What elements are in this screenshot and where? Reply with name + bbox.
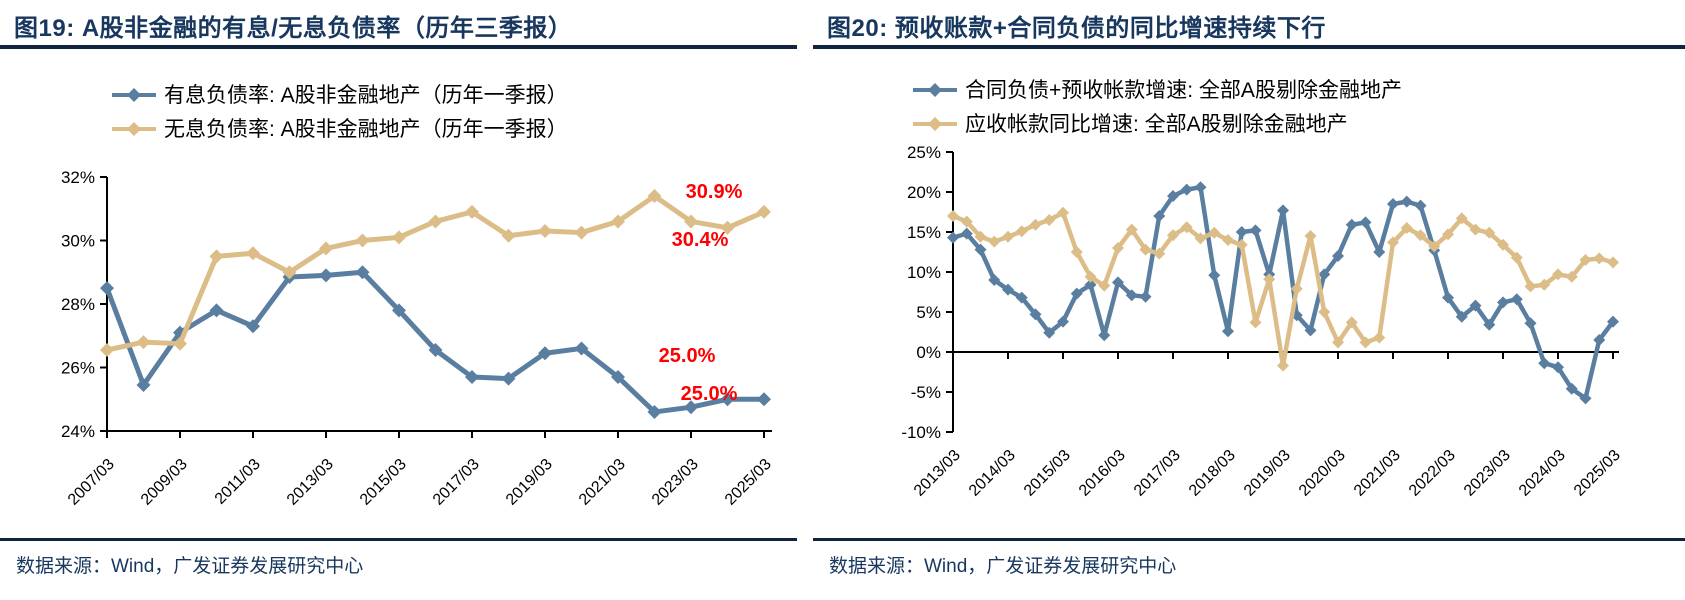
svg-text:26%: 26% — [61, 359, 95, 378]
svg-text:2018/03: 2018/03 — [1186, 447, 1239, 500]
svg-text:2021/03: 2021/03 — [576, 456, 629, 509]
fig19-data-source: 数据来源：Wind，广发证券发展研究中心 — [16, 556, 364, 577]
svg-text:2019/03: 2019/03 — [1241, 447, 1294, 500]
svg-text:5%: 5% — [916, 303, 941, 322]
panel-fig19: 图19: A股非金融的有息/无息负债率（历年三季报） 32% 30% 28% 26% 2… — [0, 0, 797, 600]
svg-text:30.9%: 30.9% — [686, 181, 743, 203]
svg-text:30.4%: 30.4% — [672, 229, 729, 251]
svg-text:0%: 0% — [916, 343, 941, 362]
fig20-growth-line-chart: 25%20%15%10%5%0%-5%-10%2013/03 2014/03 201… — [901, 79, 1624, 500]
svg-text:2017/03: 2017/03 — [430, 456, 483, 509]
svg-text:2013/03: 2013/03 — [284, 456, 337, 509]
svg-text:无息负债率: A股非金融地产（历年一季报）: 无息负债率: A股非金融地产（历年一季报） — [164, 118, 568, 141]
svg-text:15%: 15% — [907, 223, 941, 242]
svg-text:2015/03: 2015/03 — [1021, 447, 1074, 500]
svg-text:10%: 10% — [907, 263, 941, 282]
svg-text:2023/03: 2023/03 — [1461, 447, 1514, 500]
svg-text:24%: 24% — [61, 422, 95, 441]
fig20-bottom-divider — [813, 538, 1685, 541]
svg-text:25.0%: 25.0% — [659, 345, 716, 367]
svg-text:2022/03: 2022/03 — [1406, 447, 1459, 500]
svg-text:2014/03: 2014/03 — [966, 447, 1019, 500]
svg-text:2016/03: 2016/03 — [1076, 447, 1129, 500]
svg-text:25%: 25% — [907, 143, 941, 162]
svg-text:-5%: -5% — [911, 383, 941, 402]
svg-text:2017/03: 2017/03 — [1131, 447, 1184, 500]
svg-text:2025/03: 2025/03 — [1571, 447, 1624, 500]
svg-text:28%: 28% — [61, 295, 95, 314]
svg-text:2019/03: 2019/03 — [503, 456, 556, 509]
svg-text:应收帐款同比增速: 全部A股剔除金融地产: 应收帐款同比增速: 全部A股剔除金融地产 — [965, 113, 1348, 136]
svg-text:-10%: -10% — [901, 423, 941, 442]
svg-text:2025/03: 2025/03 — [722, 456, 775, 509]
svg-text:2023/03: 2023/03 — [649, 456, 702, 509]
svg-text:20%: 20% — [907, 183, 941, 202]
fig19-title: 图19: A股非金融的有息/无息负债率（历年三季报） — [14, 15, 573, 42]
panel-fig20: 图20: 预收账款+合同负债的同比增速持续下行 25% 20% 15% 10% 5% 0%… — [813, 0, 1685, 600]
svg-text:2021/03: 2021/03 — [1351, 447, 1404, 500]
fig19-bottom-divider — [0, 538, 797, 541]
svg-text:有息负债率: A股非金融地产（历年一季报）: 有息负债率: A股非金融地产（历年一季报） — [164, 84, 568, 107]
svg-text:2011/03: 2011/03 — [212, 456, 264, 508]
svg-text:25.0%: 25.0% — [681, 383, 738, 405]
svg-text:32%: 32% — [61, 168, 95, 187]
svg-text:30%: 30% — [61, 232, 95, 251]
svg-text:2020/03: 2020/03 — [1296, 447, 1349, 500]
fig20-title-divider — [813, 45, 1685, 49]
fig19-title-divider — [0, 45, 797, 49]
svg-text:2013/03: 2013/03 — [911, 447, 964, 500]
svg-text:2024/03: 2024/03 — [1516, 447, 1569, 500]
svg-text:2009/03: 2009/03 — [138, 456, 191, 509]
fig19-debt-ratio-line-chart: 32% 30% 28% 26% 24% 2007/03 2009/03 2011/03 2013… — [61, 84, 775, 509]
fig20-data-source: 数据来源：Wind，广发证券发展研究中心 — [829, 556, 1177, 577]
svg-text:合同负债+预收帐款增速: 全部A股剔除金融地产: 合同负债+预收帐款增速: 全部A股剔除金融地产 — [965, 79, 1402, 102]
fig20-title: 图20: 预收账款+合同负债的同比增速持续下行 — [827, 15, 1326, 42]
svg-text:2015/03: 2015/03 — [357, 456, 410, 509]
svg-text:2007/03: 2007/03 — [65, 456, 118, 509]
